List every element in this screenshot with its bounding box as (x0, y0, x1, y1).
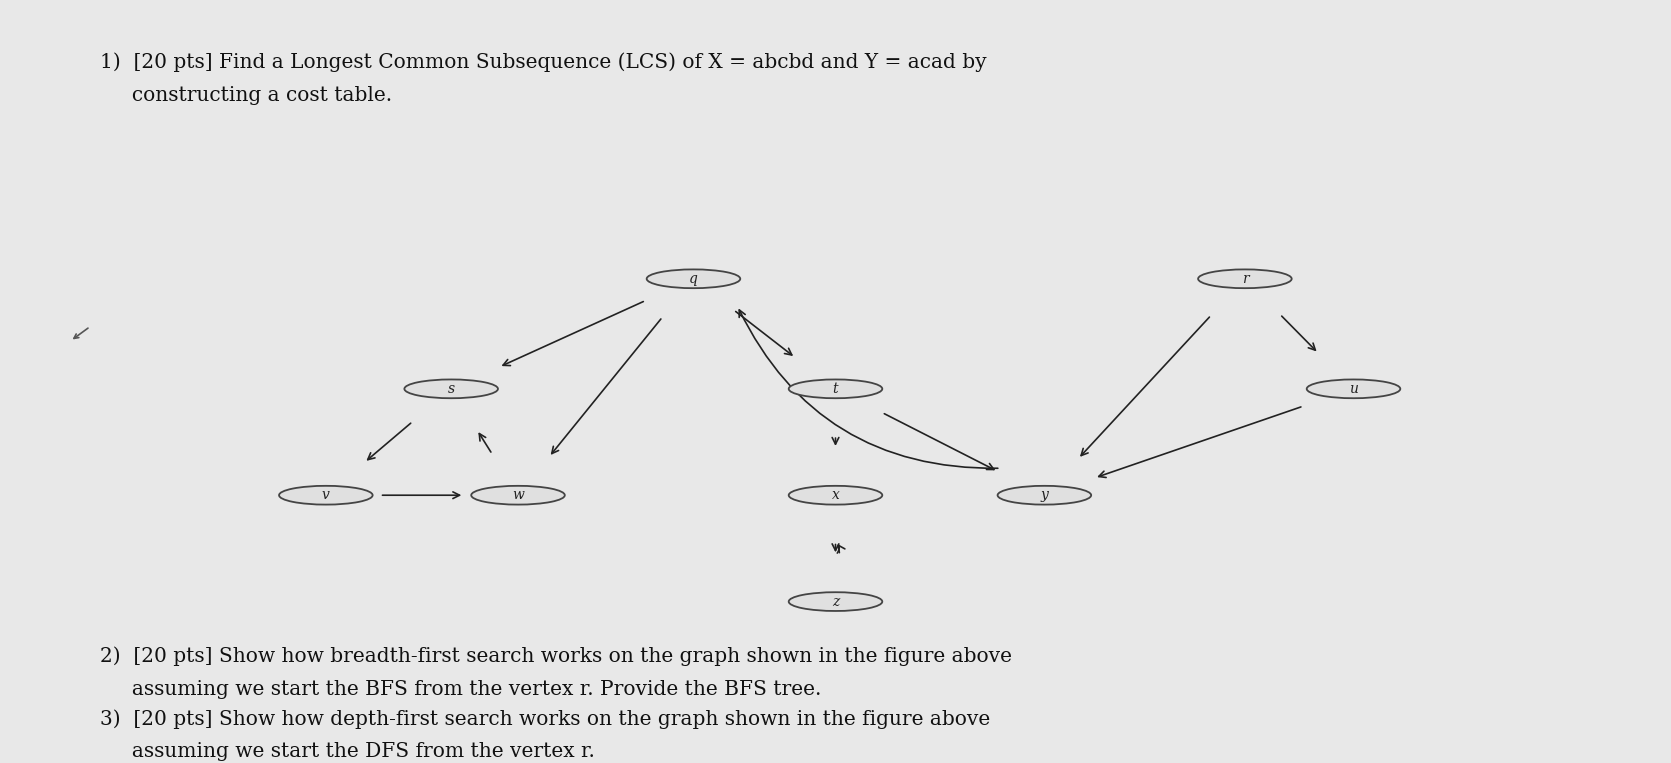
Ellipse shape (279, 486, 373, 504)
Text: t: t (832, 382, 839, 396)
Ellipse shape (789, 592, 882, 611)
Text: assuming we start the BFS from the vertex r. Provide the BFS tree.: assuming we start the BFS from the verte… (100, 680, 822, 699)
Text: 2)  [20 pts] Show how breadth-first search works on the graph shown in the figur: 2) [20 pts] Show how breadth-first searc… (100, 647, 1013, 666)
Ellipse shape (404, 379, 498, 398)
Ellipse shape (789, 486, 882, 504)
Text: w: w (511, 488, 525, 502)
Text: r: r (1242, 272, 1248, 286)
Text: y: y (1041, 488, 1048, 502)
Ellipse shape (998, 486, 1091, 504)
Text: 3)  [20 pts] Show how depth-first search works on the graph shown in the figure : 3) [20 pts] Show how depth-first search … (100, 709, 991, 729)
Ellipse shape (471, 486, 565, 504)
Text: u: u (1348, 382, 1359, 396)
Text: q: q (688, 272, 698, 286)
Text: s: s (448, 382, 455, 396)
Text: v: v (323, 488, 329, 502)
Text: constructing a cost table.: constructing a cost table. (100, 86, 393, 105)
Text: x: x (832, 488, 839, 502)
Ellipse shape (1307, 379, 1400, 398)
Text: 1)  [20 pts] Find a Longest Common Subsequence (LCS) of X = abcbd and Y = acad b: 1) [20 pts] Find a Longest Common Subseq… (100, 53, 988, 72)
Text: assuming we start the DFS from the vertex r.: assuming we start the DFS from the verte… (100, 742, 595, 761)
Ellipse shape (647, 269, 740, 288)
Ellipse shape (789, 379, 882, 398)
Text: z: z (832, 594, 839, 609)
Ellipse shape (1198, 269, 1292, 288)
